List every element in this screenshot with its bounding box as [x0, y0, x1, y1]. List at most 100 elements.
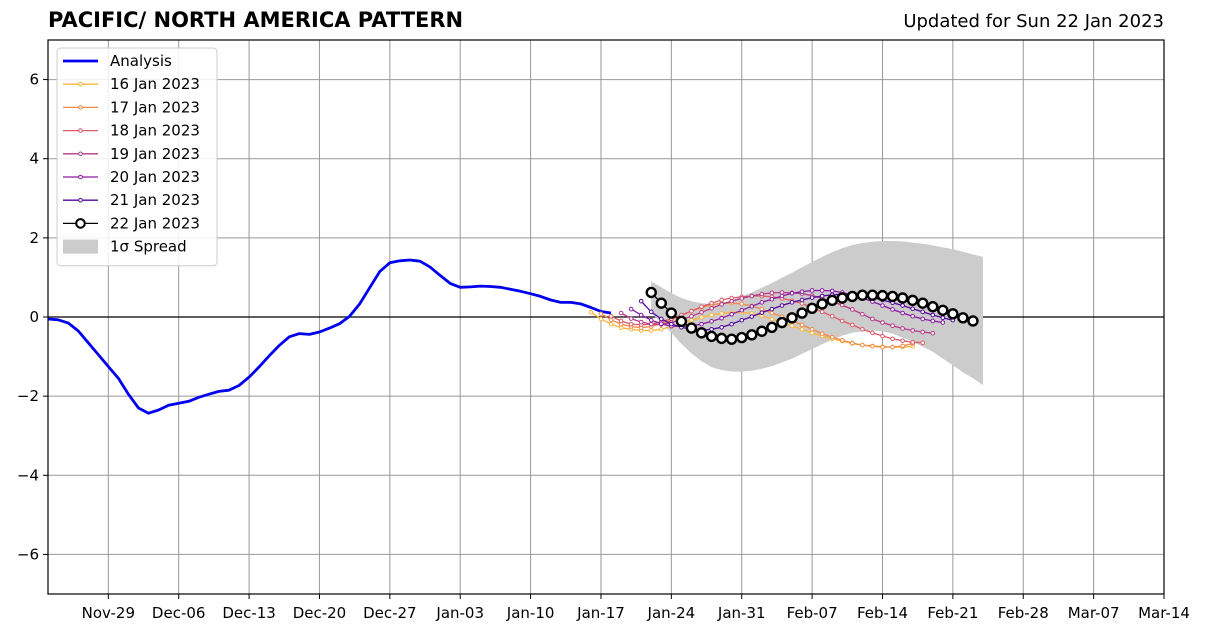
y-tick-label: −2 [17, 387, 39, 405]
forecast-point [648, 309, 654, 315]
current-forecast-point [746, 329, 758, 341]
x-tick-label: Nov-29 [82, 604, 135, 622]
y-tick-label: 4 [29, 150, 39, 168]
x-tick-label: Jan-10 [506, 604, 555, 622]
legend-marker [78, 105, 83, 110]
forecast-point [819, 293, 825, 299]
forecast-point [920, 316, 926, 322]
forecast-point [799, 326, 805, 332]
forecast-point [809, 326, 815, 332]
forecast-point [850, 322, 855, 328]
current-forecast-point [917, 297, 929, 309]
forecast-point [890, 344, 895, 350]
current-forecast-point [655, 297, 667, 309]
x-tick-label: Jan-24 [647, 604, 696, 622]
forecast-point [689, 308, 694, 314]
forecast-point [709, 300, 714, 306]
forecast-point [850, 340, 855, 346]
forecast-point [709, 319, 714, 324]
forecast-point [890, 323, 895, 329]
forecast-point [910, 340, 915, 345]
legend-marker [75, 218, 86, 229]
forecast-point [819, 309, 825, 315]
current-forecast-point [685, 322, 698, 334]
forecast-point [739, 307, 745, 313]
forecast-point [588, 309, 594, 315]
forecast-point [699, 315, 704, 320]
forecast-point [658, 321, 664, 327]
forecast-point [860, 342, 865, 348]
forecast-point [749, 314, 755, 319]
forecast-point [618, 325, 624, 330]
x-tick-label: Feb-07 [787, 604, 838, 622]
forecast-point [910, 313, 915, 319]
forecast-point [809, 288, 815, 293]
x-tick-label: Feb-28 [998, 604, 1049, 622]
forecast-point [689, 313, 694, 319]
forecast-point [779, 303, 785, 308]
current-forecast-point [675, 315, 688, 328]
current-forecast-point [796, 307, 808, 319]
forecast-point [890, 336, 895, 342]
current-forecast-point [806, 302, 818, 314]
forecast-point [628, 316, 634, 321]
forecast-point [799, 289, 805, 294]
updated-date: Updated for Sun 22 Jan 2023 [903, 11, 1164, 32]
forecast-point [759, 306, 765, 312]
forecast-point [709, 312, 714, 318]
forecast-point [719, 324, 724, 330]
legend-swatch [63, 239, 98, 254]
forecast-point [940, 320, 946, 325]
forecast-point [739, 296, 745, 301]
forecast-point [870, 343, 875, 349]
forecast-point [739, 317, 745, 323]
legend: Analysis 16 Jan 2023 17 Jan 2023 18 Jan 202… [56, 47, 218, 267]
forecast-point [819, 331, 825, 336]
forecast-point [709, 305, 714, 311]
forecast-point [699, 304, 704, 310]
current-forecast-point [906, 294, 919, 307]
current-forecast-point [786, 312, 798, 324]
forecast-point [880, 303, 885, 308]
forecast-point [719, 297, 724, 303]
forecast-point [769, 306, 775, 312]
forecast-point [769, 296, 775, 302]
forecast-point [880, 333, 885, 339]
forecast-point [870, 330, 875, 336]
forecast-point [819, 288, 825, 293]
y-tick-label: 6 [29, 71, 39, 89]
x-tick-label: Mar-07 [1068, 604, 1120, 622]
legend-label: 21 Jan 2023 [110, 191, 200, 209]
current-forecast-point [766, 321, 778, 333]
legend-label: 1σ Spread [110, 238, 187, 256]
legend-label: 18 Jan 2023 [110, 122, 200, 140]
forecast-point [920, 329, 926, 335]
forecast-point [910, 306, 915, 311]
forecast-point [910, 328, 915, 333]
legend-marker [78, 197, 83, 203]
current-forecast-point [725, 333, 738, 345]
y-tick-label: −6 [17, 545, 39, 563]
forecast-point [930, 318, 936, 324]
x-tick-label: Dec-20 [293, 604, 347, 622]
forecast-point [648, 328, 654, 333]
forecast-point [638, 319, 644, 325]
forecast-point [860, 311, 865, 317]
spread-band [651, 241, 983, 386]
current-forecast-point [645, 286, 657, 299]
x-tick-label: Feb-21 [927, 604, 978, 622]
forecast-point [729, 311, 734, 317]
forecast-point [850, 307, 855, 312]
legend-marker [78, 81, 83, 87]
current-forecast-point [816, 298, 828, 310]
forecast-point [598, 316, 604, 322]
forecast-point [658, 326, 664, 332]
series-group [645, 286, 979, 345]
forecast-point [638, 298, 644, 304]
legend-label: Analysis [110, 52, 172, 70]
current-forecast-point [826, 294, 838, 307]
forecast-point [880, 320, 885, 325]
current-forecast-point [736, 331, 748, 344]
chart-title: PACIFIC/ NORTH AMERICA PATTERN [48, 8, 464, 32]
forecast-point [719, 315, 724, 321]
